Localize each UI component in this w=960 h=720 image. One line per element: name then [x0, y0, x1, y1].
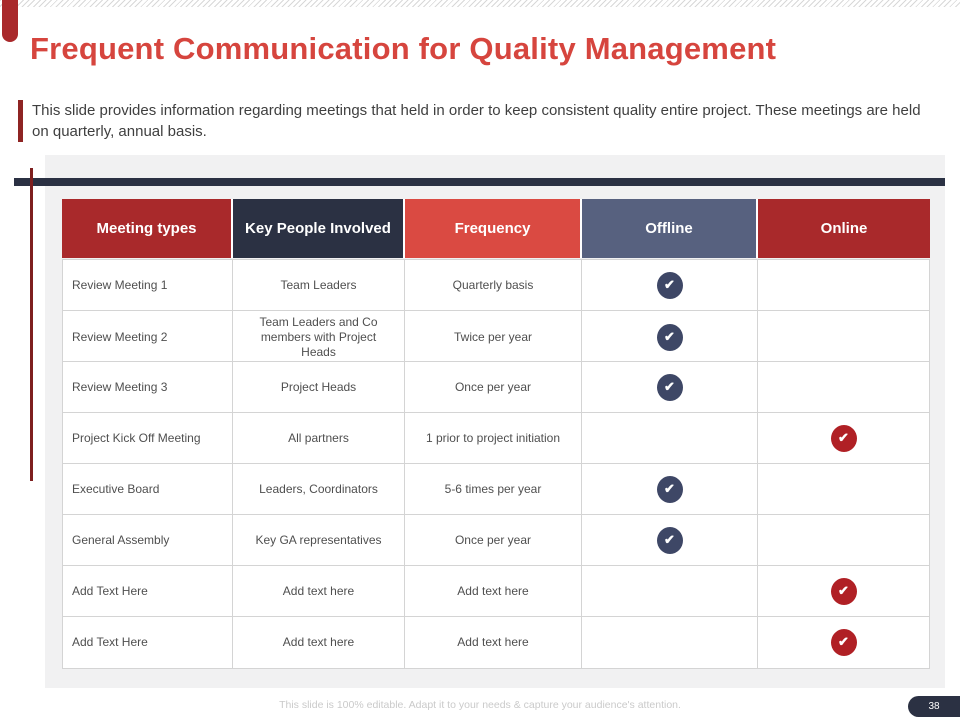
cell-key-people: Leaders, Coordinators — [233, 464, 405, 514]
footer-note: This slide is 100% editable. Adapt it to… — [279, 699, 681, 711]
cell-meeting-type: Project Kick Off Meeting — [63, 413, 233, 463]
cell-offline: ✔ — [582, 362, 758, 412]
cell-meeting-type[interactable]: Add Text Here — [63, 566, 233, 616]
slide-title: Frequent Communication for Quality Manag… — [30, 31, 777, 66]
cell-key-people: Team Leaders and Co members with Project… — [233, 311, 405, 364]
online-check-icon: ✔ — [830, 577, 857, 605]
cell-offline: ✔ — [582, 260, 758, 310]
cell-meeting-type: General Assembly — [63, 515, 233, 565]
slide-description: This slide provides information regardin… — [32, 102, 921, 140]
cell-offline: ✔ — [582, 464, 758, 514]
cell-online — [758, 464, 929, 514]
column-header-meeting-types: Meeting types — [62, 199, 233, 258]
offline-check-icon: ✔ — [656, 526, 683, 554]
table-row: Add Text Here Add text here Add text here ✔ — [63, 617, 929, 668]
top-hatch-strip — [0, 0, 960, 7]
cell-online: ✔ — [758, 566, 929, 616]
table-body: Review Meeting 1 Team Leaders Quarterly ba… — [62, 259, 930, 669]
cell-key-people: All partners — [233, 413, 405, 463]
cell-meeting-type: Review Meeting 2 — [63, 311, 233, 364]
cell-meeting-type: Executive Board — [63, 464, 233, 514]
offline-check-icon: ✔ — [656, 373, 683, 401]
table-row: Add Text Here Add text here Add text here ✔ — [63, 566, 929, 617]
cell-key-people: Key GA representatives — [233, 515, 405, 565]
cell-offline — [582, 413, 758, 463]
offline-check-icon: ✔ — [656, 271, 683, 299]
cell-key-people: Project Heads — [233, 362, 405, 412]
offline-check-icon: ✔ — [656, 324, 683, 351]
cell-key-people: Team Leaders — [233, 260, 405, 310]
cell-frequency: Once per year — [405, 515, 582, 565]
page-number-badge: 38 — [908, 696, 960, 717]
cell-online: ✔ — [758, 413, 929, 463]
column-header-offline: Offline — [582, 199, 758, 258]
cell-online — [758, 362, 929, 412]
cell-frequency: 5-6 times per year — [405, 464, 582, 514]
column-header-key-people-involved: Key People Involved — [233, 199, 405, 258]
cell-key-people[interactable]: Add text here — [233, 617, 405, 668]
table-row: Review Meeting 3 Project Heads Once per ye… — [63, 362, 929, 413]
divider-bar — [14, 178, 945, 186]
cell-offline: ✔ — [582, 311, 758, 364]
cell-offline: ✔ — [582, 515, 758, 565]
cell-online: ✔ — [758, 617, 929, 668]
left-accent-line — [30, 168, 33, 481]
cell-offline — [582, 566, 758, 616]
table-row: General Assembly Key GA representatives On… — [63, 515, 929, 566]
cell-key-people[interactable]: Add text here — [233, 566, 405, 616]
title-accent-capsule — [2, 0, 18, 42]
cell-meeting-type[interactable]: Add Text Here — [63, 617, 233, 668]
cell-frequency[interactable]: Add text here — [405, 617, 582, 668]
cell-online — [758, 311, 929, 364]
cell-online — [758, 260, 929, 310]
online-check-icon: ✔ — [830, 424, 857, 452]
cell-frequency: Twice per year — [405, 311, 582, 364]
slide-description-block: This slide provides information regardin… — [18, 100, 940, 142]
cell-offline — [582, 617, 758, 668]
table-row: Executive Board Leaders, Coordinators 5-6 … — [63, 464, 929, 515]
cell-frequency: Quarterly basis — [405, 260, 582, 310]
column-header-frequency: Frequency — [405, 199, 582, 258]
cell-online — [758, 515, 929, 565]
table-row: Project Kick Off Meeting All partners 1 pr… — [63, 413, 929, 464]
cell-frequency: Once per year — [405, 362, 582, 412]
cell-frequency: 1 prior to project initiation — [405, 413, 582, 463]
table-row: Review Meeting 2 Team Leaders and Co memb… — [63, 311, 929, 364]
table-row: Review Meeting 1 Team Leaders Quarterly ba… — [63, 260, 929, 311]
meetings-table: Meeting types Key People Involved Frequenc… — [62, 199, 930, 669]
column-header-online: Online — [758, 199, 930, 258]
offline-check-icon: ✔ — [656, 475, 683, 503]
cell-meeting-type: Review Meeting 1 — [63, 260, 233, 310]
cell-frequency[interactable]: Add text here — [405, 566, 582, 616]
table-header-row: Meeting types Key People Involved Frequenc… — [62, 199, 930, 258]
description-accent-bar — [18, 100, 23, 142]
cell-meeting-type: Review Meeting 3 — [63, 362, 233, 412]
online-check-icon: ✔ — [830, 629, 857, 656]
